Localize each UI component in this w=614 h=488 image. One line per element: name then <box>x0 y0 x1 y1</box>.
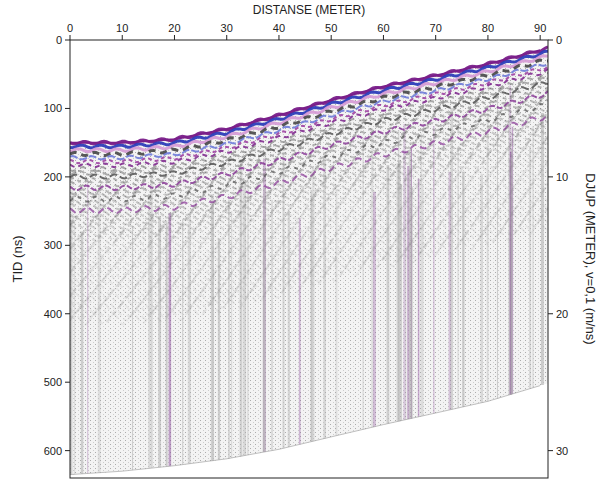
y2-tick <box>548 176 553 177</box>
y-tick <box>65 108 70 109</box>
reflection-band <box>70 218 548 321</box>
reflection-band <box>70 201 548 302</box>
x-tick <box>383 35 384 40</box>
streak <box>243 180 246 456</box>
reflection-band <box>70 213 548 317</box>
x-tick <box>278 35 279 40</box>
reflection-band <box>70 179 548 279</box>
y2-tick <box>548 450 553 451</box>
x-tick-label: 90 <box>534 22 546 34</box>
streak <box>247 178 249 455</box>
x-tick-label: 10 <box>116 22 128 34</box>
streak <box>400 184 401 421</box>
streak <box>282 155 284 448</box>
x-tick-label: 60 <box>377 22 389 34</box>
x-tick-label: 80 <box>482 22 494 34</box>
streak <box>418 179 420 417</box>
reflection-band <box>70 184 548 286</box>
streak <box>228 199 229 458</box>
y-tick <box>65 450 70 451</box>
chart: 0102030405060708090DISTANSE (METER)01002… <box>0 0 614 488</box>
y-tick-label: 600 <box>44 445 62 457</box>
radar-grain <box>70 48 548 474</box>
streak <box>81 233 83 474</box>
x-title: DISTANSE (METER) <box>253 3 365 17</box>
reflection-band <box>70 192 548 294</box>
streak <box>398 130 399 421</box>
x-tick <box>122 35 123 40</box>
y-tick <box>65 313 70 314</box>
x-tick-label: 0 <box>67 22 73 34</box>
streak <box>263 187 265 452</box>
streak <box>433 126 434 413</box>
reflection-band <box>70 223 548 325</box>
reflection-band <box>70 82 548 179</box>
streak <box>166 223 168 467</box>
y2-tick <box>548 313 553 314</box>
streak <box>312 167 315 441</box>
y2-tick-label: 20 <box>556 308 568 320</box>
streak <box>212 204 214 461</box>
y-tick-label: 0 <box>56 34 62 46</box>
y2-tick-label: 30 <box>556 445 568 457</box>
reflection-band <box>70 209 548 313</box>
y-tick <box>65 382 70 383</box>
reflection-band <box>70 47 548 144</box>
streak <box>323 157 326 439</box>
reflection-band <box>70 109 548 206</box>
y-tick-label: 500 <box>44 376 62 388</box>
x-tick-label: 50 <box>325 22 337 34</box>
streak <box>74 220 75 475</box>
reflection-band <box>70 205 548 306</box>
x-tick <box>435 35 436 40</box>
x-tick <box>226 35 227 40</box>
x-tick <box>70 35 71 40</box>
reflection-band <box>70 131 548 229</box>
streak <box>532 126 534 388</box>
x-tick-label: 30 <box>221 22 233 34</box>
streak <box>288 211 290 447</box>
streak <box>529 146 531 389</box>
plot-area <box>70 47 548 475</box>
streak <box>411 186 413 418</box>
x-tick-label: 70 <box>430 22 442 34</box>
x-tick-label: 20 <box>168 22 180 34</box>
x-tick <box>331 35 332 40</box>
reflection-band <box>70 69 548 167</box>
streak <box>189 212 191 464</box>
y2-title: DJUP (METER), v=0,1 (m/ns) <box>583 173 598 344</box>
y-tick-label: 400 <box>44 308 62 320</box>
y2-tick <box>548 40 553 41</box>
x-tick-label: 40 <box>273 22 285 34</box>
y-tick-label: 100 <box>44 102 62 114</box>
y-tick-label: 300 <box>44 239 62 251</box>
radar-body <box>70 48 548 474</box>
x-tick <box>540 35 541 40</box>
reflection-band <box>70 196 548 298</box>
reflection-band <box>70 161 548 263</box>
y-tick <box>65 176 70 177</box>
streak <box>87 181 88 473</box>
streak <box>457 147 458 408</box>
surface-line <box>70 50 540 142</box>
y-tick-label: 200 <box>44 171 62 183</box>
streak <box>218 239 220 460</box>
streak <box>422 184 423 416</box>
x-tick <box>174 35 175 40</box>
bottom-line <box>70 386 540 475</box>
y-tick <box>65 40 70 41</box>
frame <box>70 40 548 478</box>
streak <box>335 190 337 436</box>
y-tick <box>65 245 70 246</box>
streak <box>310 190 312 442</box>
y-title: TID (ns) <box>10 236 25 283</box>
y2-tick-label: 10 <box>556 171 568 183</box>
reflection-band <box>70 207 548 309</box>
y2-tick-label: 0 <box>556 34 562 46</box>
x-tick <box>487 35 488 40</box>
reflection-band <box>70 183 548 282</box>
